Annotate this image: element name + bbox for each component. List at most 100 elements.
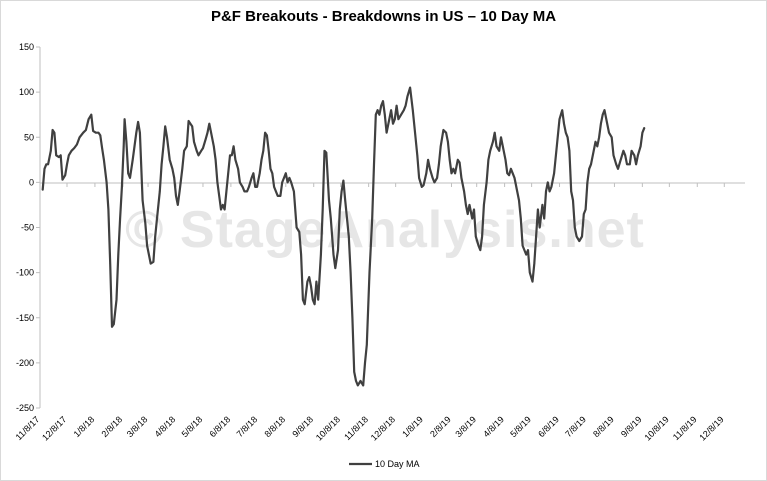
series-point: [535, 235, 537, 238]
series-point: [141, 199, 144, 202]
y-axis: 150 100 50 0 -50 -100 -150 -200 -250: [16, 42, 41, 413]
series-point: [622, 150, 625, 152]
series-point: [276, 195, 279, 197]
series-point: [433, 181, 436, 184]
series-point: [495, 145, 498, 148]
series-point: [364, 362, 366, 364]
series-point: [103, 159, 105, 161]
series-point: [543, 217, 545, 220]
series-point: [442, 129, 445, 131]
series-point: [594, 141, 597, 143]
series-point: [349, 271, 352, 274]
series-point: [168, 159, 171, 161]
series-point: [279, 195, 282, 197]
series-point: [548, 190, 551, 193]
series-point: [533, 262, 536, 265]
series-point: [479, 249, 482, 251]
series-point: [231, 154, 233, 157]
series-point: [508, 174, 510, 176]
series-point: [485, 181, 488, 184]
x-tick-label: 10/8/18: [314, 414, 342, 442]
x-tick-label: 3/8/19: [453, 414, 478, 439]
series-point: [481, 235, 483, 238]
series-point: [371, 217, 374, 220]
series-point: [556, 145, 558, 148]
y-tick-label: -50: [21, 223, 34, 233]
series-point: [315, 280, 318, 283]
x-tick-label: 8/8/19: [591, 414, 616, 439]
series-point: [68, 154, 70, 157]
series-point: [489, 150, 492, 152]
x-tick-label: 11/8/19: [671, 414, 699, 442]
series-point: [325, 151, 328, 154]
series-point: [457, 159, 459, 161]
series-point: [586, 181, 589, 184]
series-point: [146, 244, 148, 247]
series-point: [397, 118, 400, 120]
series-layer: [41, 86, 646, 387]
x-tick-label: 1/8/19: [400, 414, 425, 439]
series-point: [466, 213, 469, 215]
series-point: [246, 190, 248, 193]
series-point: [368, 271, 371, 274]
series-point: [553, 172, 555, 175]
series-point: [355, 380, 357, 382]
series-point: [404, 104, 407, 107]
series-point: [334, 267, 337, 269]
x-tick-label: 9/8/18: [290, 414, 315, 439]
series-point: [122, 145, 125, 148]
series-point: [152, 261, 155, 263]
x-tick-label: 12/8/18: [369, 414, 397, 442]
series-point: [204, 138, 207, 140]
y-tick-label: -250: [16, 403, 34, 413]
series-point: [550, 186, 553, 188]
series-point: [448, 159, 451, 161]
series-point: [626, 163, 628, 166]
x-tick-label: 2/8/19: [428, 414, 453, 439]
series-point: [218, 195, 220, 197]
x-tick-label: 6/8/18: [208, 414, 233, 439]
series-point: [166, 136, 168, 139]
series-point: [121, 186, 123, 188]
series-point: [275, 190, 277, 193]
series-point: [445, 131, 447, 134]
series-point: [529, 271, 531, 274]
series-point: [337, 249, 339, 251]
series-point: [321, 208, 324, 211]
series-point: [380, 104, 383, 107]
series-point: [511, 172, 514, 175]
series-point: [135, 131, 138, 134]
series-point: [605, 118, 608, 120]
y-tick-label: 150: [19, 42, 34, 52]
series-point: [545, 190, 547, 193]
series-point: [290, 181, 293, 184]
series-point: [129, 177, 131, 179]
series-point: [202, 147, 204, 149]
series-point: [298, 231, 301, 233]
series-point: [149, 262, 152, 265]
series-point: [53, 131, 56, 134]
series-point: [523, 249, 526, 251]
series-point: [436, 177, 438, 179]
series-point: [243, 190, 246, 193]
series-point: [256, 186, 258, 188]
series-point: [332, 253, 335, 256]
series-point: [608, 131, 610, 134]
series-point: [229, 154, 231, 157]
series-point: [300, 253, 302, 256]
series-point: [254, 186, 256, 188]
series-point: [220, 208, 222, 211]
series-point: [55, 154, 57, 157]
series-point: [269, 168, 272, 170]
series-point: [418, 177, 420, 179]
x-tick-label: 3/8/18: [125, 414, 150, 439]
series-point: [558, 118, 561, 120]
series-point: [175, 195, 177, 197]
series-point: [58, 156, 60, 158]
series-point: [612, 154, 615, 157]
series-point: [624, 154, 626, 157]
series-point: [588, 168, 590, 170]
series-point: [214, 159, 217, 161]
series-point: [452, 168, 455, 170]
series-point: [516, 190, 518, 193]
